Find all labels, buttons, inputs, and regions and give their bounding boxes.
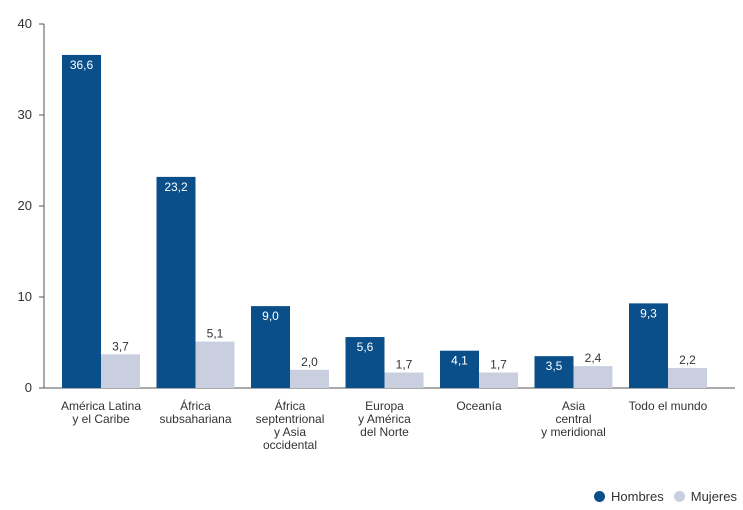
bar-hombres (156, 176, 196, 388)
bar-mujeres (479, 372, 518, 388)
bar-hombres (534, 356, 574, 388)
bar-mujeres (668, 367, 707, 388)
data-label-hombres: 9,3 (640, 306, 657, 320)
chart-legend: Hombres Mujeres (594, 489, 737, 504)
legend-label-mujeres: Mujeres (690, 489, 737, 504)
data-label-hombres: 3,5 (546, 359, 563, 373)
x-category-label-line: y el Caribe (72, 412, 130, 426)
bar-mujeres (573, 366, 613, 388)
x-category-label: Europa y América del Norte (358, 399, 411, 439)
x-category-label-line: África (275, 398, 306, 413)
x-category-label-line: América Latina (61, 399, 141, 413)
x-category-label-line: subsahariana (159, 412, 231, 426)
x-category-label-line: Todo el mundo (629, 399, 708, 413)
x-category-label-line: Europa (365, 399, 404, 413)
x-category-label: África septentrional y Asia occidental (256, 398, 325, 452)
data-label-hombres: 23,2 (164, 180, 188, 194)
x-category-label-line: Oceanía (456, 399, 502, 413)
y-tick-label: 40 (18, 16, 32, 31)
bar-chart: 0 10 20 30 40 36,6 3,7 América Latina y el Carib… (18, 16, 735, 452)
bar-hombres (62, 54, 101, 388)
x-category-label-line: septentrional (256, 412, 325, 426)
x-category-label-line: del Norte (360, 425, 409, 439)
x-category-label-line: occidental (263, 438, 317, 452)
bar-mujeres (384, 372, 424, 388)
bar-mujeres (195, 341, 235, 388)
data-label-mujeres: 2,0 (301, 355, 318, 369)
bar-hombres (629, 303, 668, 388)
data-label-mujeres: 1,7 (490, 358, 507, 372)
data-label-mujeres: 2,4 (585, 351, 602, 365)
x-category-label-line: y Asia (274, 425, 306, 439)
data-label-hombres: 9,0 (262, 309, 279, 323)
bar-hombres (345, 337, 385, 388)
x-category-label-line: central (555, 412, 591, 426)
x-category-label: Asia central y meridional (541, 399, 606, 439)
legend-swatch-mujeres (673, 491, 685, 502)
y-tick-label: 20 (18, 198, 32, 213)
x-category-label: América Latina y el Caribe (61, 399, 141, 426)
x-category-label-line: África (180, 398, 211, 413)
bar-hombres (251, 306, 290, 388)
data-label-mujeres: 3,7 (112, 339, 129, 353)
legend-label-hombres: Hombres (611, 489, 664, 504)
x-category-label-line: y meridional (541, 425, 606, 439)
legend-swatch-hombres (594, 491, 605, 502)
bar-hombres (440, 350, 479, 388)
x-category-label: Oceanía (456, 399, 502, 413)
y-tick-label: 10 (18, 289, 32, 304)
data-label-hombres: 36,6 (70, 58, 94, 72)
data-label-mujeres: 2,2 (679, 353, 696, 367)
y-tick-label: 30 (18, 107, 32, 122)
x-category-label: Todo el mundo (629, 399, 708, 413)
data-label-hombres: 4,1 (451, 354, 468, 368)
bar-mujeres (290, 369, 329, 388)
data-label-mujeres: 1,7 (396, 358, 413, 372)
x-category-label: África subsahariana (159, 398, 231, 426)
data-label-mujeres: 5,1 (207, 327, 224, 341)
bar-mujeres (101, 354, 140, 388)
x-category-label-line: y América (358, 412, 411, 426)
y-tick-label: 0 (25, 380, 32, 395)
x-category-label-line: Asia (562, 399, 586, 413)
data-label-hombres: 5,6 (357, 340, 374, 354)
